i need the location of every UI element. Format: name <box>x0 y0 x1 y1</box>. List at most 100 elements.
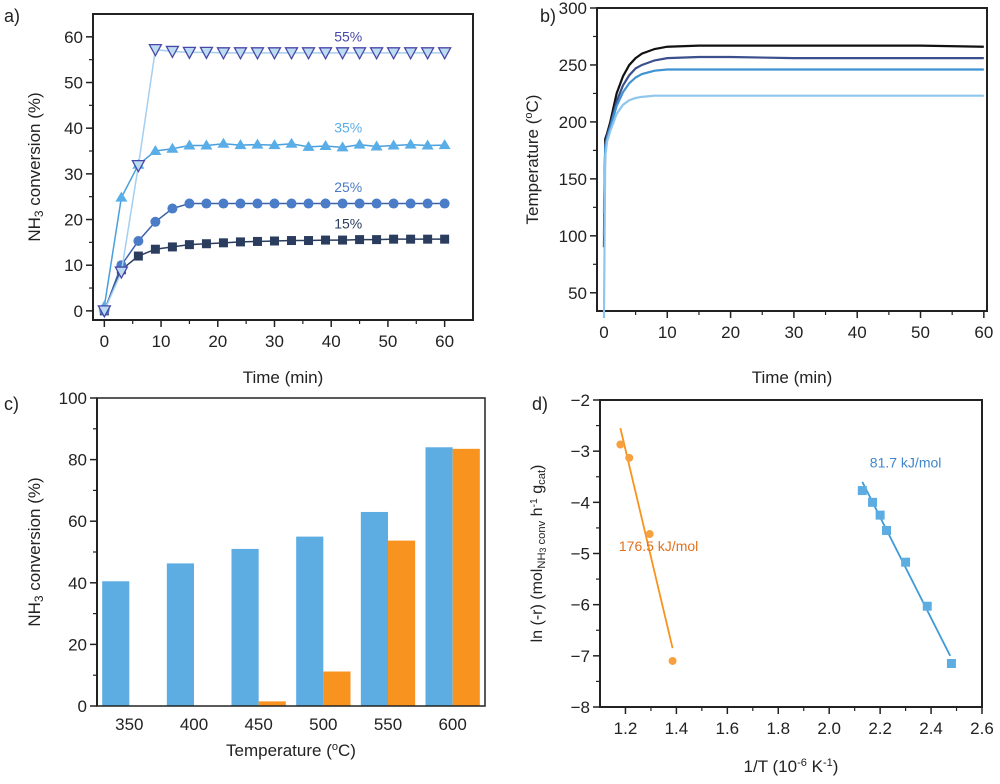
data-point <box>321 235 331 245</box>
x-tick-label: 50 <box>378 332 397 351</box>
data-point <box>337 198 348 209</box>
y-tick-label: 150 <box>559 170 587 189</box>
y-axis-label-part: 3 <box>32 210 46 217</box>
y-axis-label-part: conversion (%) <box>25 92 44 210</box>
data-point <box>235 237 245 247</box>
x-tick-label: 1.6 <box>716 719 740 738</box>
x-tick-label: 30 <box>265 332 284 351</box>
plot-frame <box>92 13 474 321</box>
series-annotation: 35% <box>334 120 362 136</box>
y-tick-label: 250 <box>559 56 587 75</box>
y-axis-label: NH3 conversion (%) <box>25 92 46 241</box>
panel-label: a) <box>4 6 20 26</box>
series-line <box>602 68 984 214</box>
y-tick-label: 10 <box>64 256 83 275</box>
y-axis-label-part: NH <box>536 552 548 568</box>
y-axis-label: ln (-r) (molNH3 conv h-1 gcat) <box>529 465 549 643</box>
y-axis-label-part: o <box>523 112 535 118</box>
data-point <box>355 235 365 245</box>
data-point <box>268 139 281 150</box>
data-point <box>133 251 143 261</box>
bar <box>360 511 388 706</box>
data-point <box>199 46 214 60</box>
y-axis-label: Temperature (oC) <box>523 95 542 225</box>
data-point <box>182 46 197 60</box>
data-point <box>267 47 282 61</box>
data-point <box>216 47 231 61</box>
data-point <box>167 203 178 214</box>
data-point <box>320 198 331 209</box>
data-point <box>318 47 333 61</box>
y-tick-label: −7 <box>571 647 590 666</box>
data-point <box>252 198 263 209</box>
x-tick-label: 1.8 <box>766 719 790 738</box>
bar <box>166 563 194 706</box>
data-point <box>251 138 264 149</box>
x-tick-label: 20 <box>208 332 227 351</box>
data-point <box>369 47 384 61</box>
x-tick-label: 500 <box>309 715 337 734</box>
x-axis-label-part: o <box>332 741 338 753</box>
data-point <box>616 440 625 449</box>
x-axis-label-part: Time (min) <box>752 368 833 387</box>
x-axis-label-part: ) <box>833 757 839 776</box>
data-point <box>370 140 383 151</box>
data-point <box>133 235 144 246</box>
x-tick-label: 2.0 <box>817 719 841 738</box>
x-axis-label-part: Temperature ( <box>226 741 332 760</box>
series-line <box>602 44 984 248</box>
x-tick-label: 2.6 <box>970 719 994 738</box>
bar <box>323 671 351 706</box>
x-axis-label: Time (min) <box>752 368 833 387</box>
x-tick-label: 30 <box>784 323 803 342</box>
data-point <box>217 137 230 148</box>
data-point <box>403 47 418 61</box>
bar <box>296 536 324 706</box>
y-tick-label: 300 <box>559 0 587 18</box>
y-tick-label: 20 <box>64 211 83 230</box>
y-axis-label-part: NH <box>25 217 44 242</box>
data-point <box>439 198 450 209</box>
x-axis-label-part: K <box>807 757 824 776</box>
bar <box>452 448 480 706</box>
x-tick-label: 550 <box>374 715 402 734</box>
data-point <box>200 139 213 150</box>
data-point <box>354 198 365 209</box>
data-point <box>882 525 891 535</box>
data-point <box>901 557 911 567</box>
x-axis-label-part: -6 <box>797 757 807 769</box>
data-point <box>166 142 179 153</box>
y-tick-label: 60 <box>68 512 87 531</box>
data-point <box>148 43 163 57</box>
y-tick-label: −5 <box>571 545 590 564</box>
x-axis-label-part: Time (min) <box>243 368 324 387</box>
x-tick-label: 2.2 <box>868 719 892 738</box>
x-tick-label: 600 <box>438 715 466 734</box>
data-point <box>336 141 349 152</box>
data-point <box>946 659 956 669</box>
data-point <box>319 139 332 150</box>
x-axis-label-part: C) <box>338 741 356 760</box>
x-tick-label: 60 <box>974 323 993 342</box>
data-point <box>269 236 279 246</box>
x-tick-label: 1.4 <box>665 719 689 738</box>
bar <box>425 447 453 706</box>
data-point <box>922 601 932 611</box>
y-axis-label-part: conversion (%) <box>25 477 44 595</box>
panel-a: a) 0 10 20 30 40 50 60 0 10 20 30 40 50 60 Time (min) NH… <box>4 6 474 387</box>
data-point <box>149 145 162 156</box>
y-tick-label: 0 <box>74 302 83 321</box>
series-annotation: 81.7 kJ/mol <box>870 455 942 471</box>
data-point <box>406 234 416 244</box>
x-tick-label: 40 <box>322 332 341 351</box>
panel-d: d) −8 −7 −6 −5 −4 −3 −2 1.2 1.4 1.6 1.8 2.0 2.2 2.4 2.6… <box>529 391 994 776</box>
y-tick-label: 80 <box>68 451 87 470</box>
data-point <box>269 198 280 209</box>
y-axis-label-part: h <box>529 507 546 520</box>
series-line <box>602 55 984 236</box>
data-point <box>437 47 452 61</box>
panel-label: b) <box>540 6 556 26</box>
data-point <box>97 305 112 319</box>
data-point <box>668 656 677 665</box>
data-point <box>875 510 885 520</box>
